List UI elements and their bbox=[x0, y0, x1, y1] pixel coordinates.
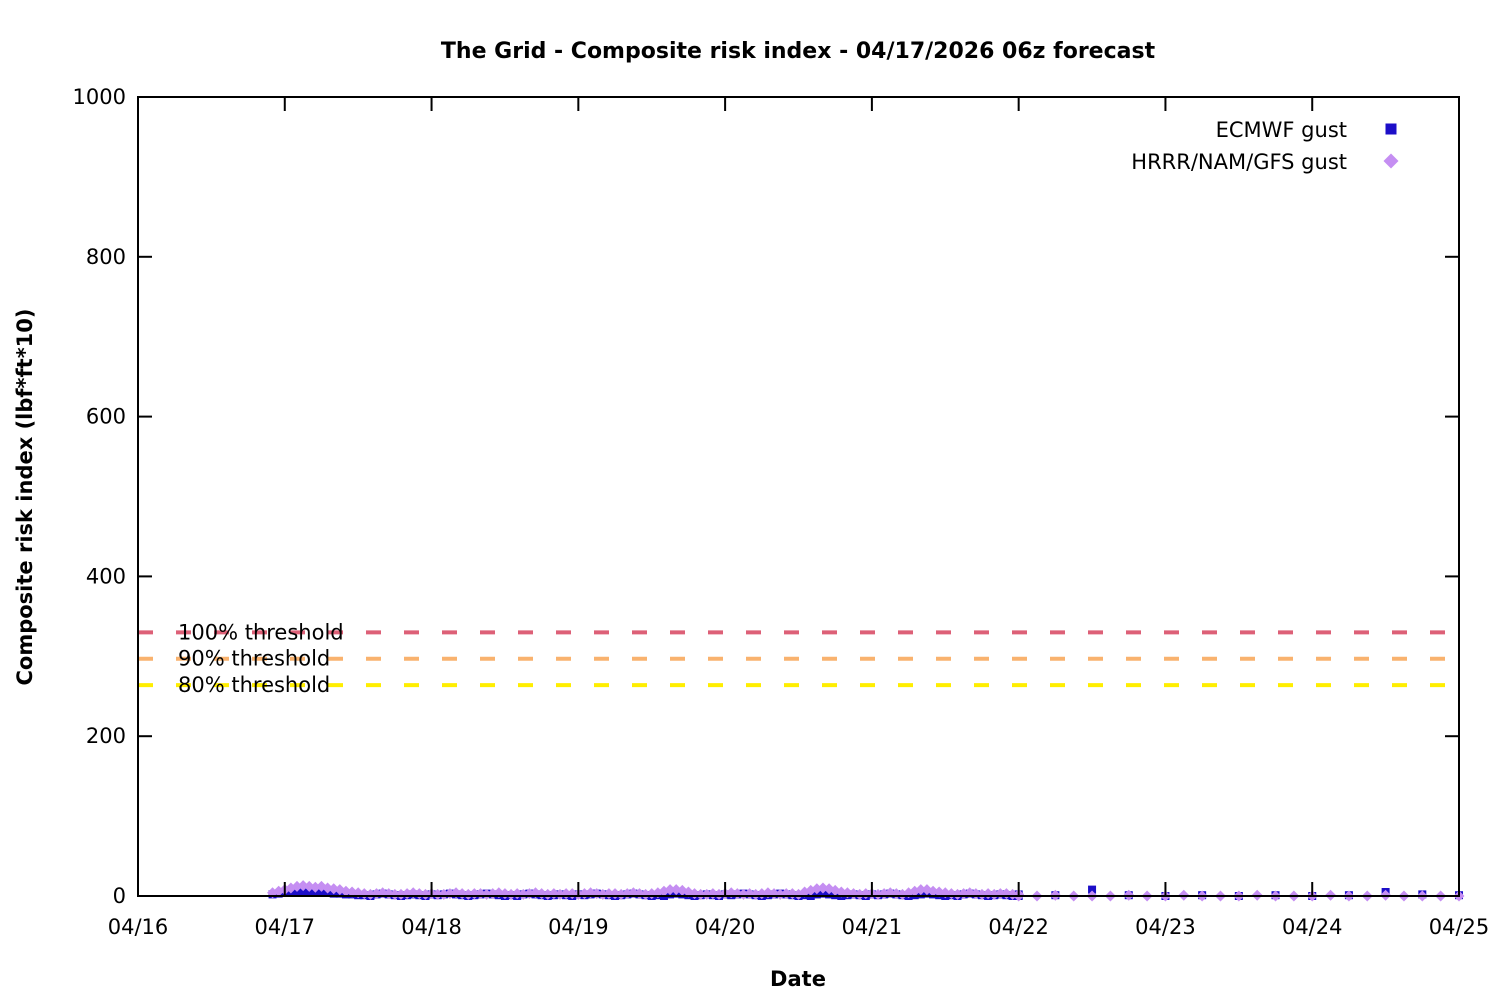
y-axis-title: Composite risk index (lbf*ft*10) bbox=[13, 308, 37, 685]
x-tick-label: 04/17 bbox=[255, 915, 316, 939]
legend-label-ecmwf: ECMWF gust bbox=[1216, 118, 1347, 142]
data-point bbox=[818, 889, 827, 898]
y-tick-label: 400 bbox=[86, 564, 126, 588]
x-tick-label: 04/23 bbox=[1135, 915, 1196, 939]
threshold-lines bbox=[138, 630, 1459, 688]
x-tick-label: 04/16 bbox=[108, 915, 169, 939]
y-tick-label: 200 bbox=[86, 724, 126, 748]
data-point bbox=[1088, 885, 1097, 894]
data-point bbox=[299, 887, 308, 896]
legend-label-hrrr-nam-gfs: HRRR/NAM/GFS gust bbox=[1131, 150, 1347, 174]
data-point bbox=[664, 884, 676, 896]
x-axis-title: Date bbox=[770, 967, 826, 991]
y-tick-label: 0 bbox=[113, 884, 126, 908]
data-point bbox=[825, 890, 834, 899]
data-point bbox=[389, 888, 401, 900]
y-tick-label: 800 bbox=[86, 245, 126, 269]
data-point bbox=[311, 888, 320, 897]
axes-and-ticks: 04/16 04/17 04/18 04/19 04/20 04/21 04/22 04/23… bbox=[73, 85, 1490, 939]
chart-title: The Grid - Composite risk index - 04/17/… bbox=[441, 39, 1156, 64]
threshold-label-100: 100% threshold bbox=[178, 620, 344, 644]
threshold-label-90: 90% threshold bbox=[178, 647, 330, 671]
data-point bbox=[812, 890, 821, 899]
x-tick-label: 04/18 bbox=[401, 915, 462, 939]
data-point bbox=[695, 888, 707, 900]
data-point bbox=[305, 888, 314, 897]
legend-marker-square-icon bbox=[1385, 123, 1397, 135]
data-point bbox=[432, 888, 444, 900]
plot-border bbox=[137, 96, 1460, 897]
x-tick-label: 04/21 bbox=[842, 915, 903, 939]
x-tick-label: 04/19 bbox=[548, 915, 609, 939]
x-tick-label: 04/22 bbox=[988, 915, 1049, 939]
threshold-label-80: 80% threshold bbox=[178, 673, 330, 697]
legend-marker-diamond-icon bbox=[1383, 153, 1399, 169]
data-point bbox=[915, 884, 927, 896]
y-tick-label: 600 bbox=[86, 405, 126, 429]
x-tick-label: 04/20 bbox=[695, 915, 756, 939]
y-tick-label: 1000 bbox=[73, 85, 126, 109]
data-point bbox=[317, 888, 326, 897]
x-tick-label: 04/25 bbox=[1429, 915, 1490, 939]
data-series bbox=[267, 880, 1465, 902]
x-tick-label: 04/24 bbox=[1282, 915, 1343, 939]
legend: ECMWF gust HRRR/NAM/GFS gust bbox=[1131, 118, 1399, 174]
